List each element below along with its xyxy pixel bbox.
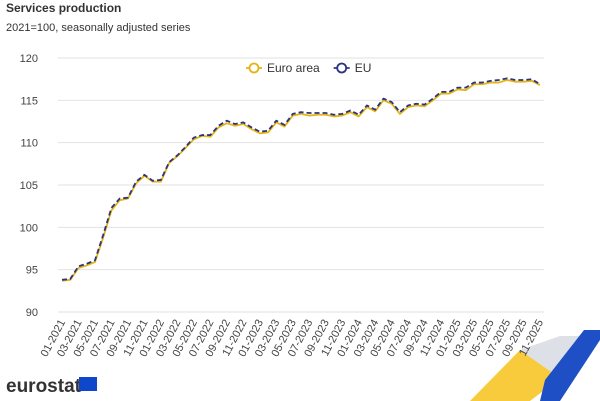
legend-label: EU (355, 61, 372, 75)
series-line (61, 77, 541, 281)
logo-flag (79, 377, 97, 391)
legend: Euro area EU (246, 61, 371, 75)
legend-item: Euro area (246, 61, 320, 75)
legend-marker (248, 62, 260, 74)
y-tick-label: 105 (20, 180, 38, 192)
corner-decoration (470, 330, 600, 401)
legend-marker (336, 62, 348, 74)
legend-label: Euro area (267, 61, 320, 75)
chart-subtitle: 2021=100, seasonally adjusted series (6, 22, 191, 34)
chart-title: Services production (6, 1, 121, 15)
logo-text: eurostat (6, 376, 82, 397)
y-tick-label: 110 (20, 138, 38, 150)
y-tick-label: 90 (26, 307, 38, 319)
logo: eurostat (6, 376, 97, 397)
y-tick-label: 100 (20, 222, 38, 234)
legend-item: EU (333, 61, 372, 75)
y-tick-label: 95 (26, 265, 38, 277)
y-tick-label: 115 (20, 95, 38, 107)
series-line (61, 79, 541, 282)
y-tick-label: 120 (20, 53, 38, 65)
